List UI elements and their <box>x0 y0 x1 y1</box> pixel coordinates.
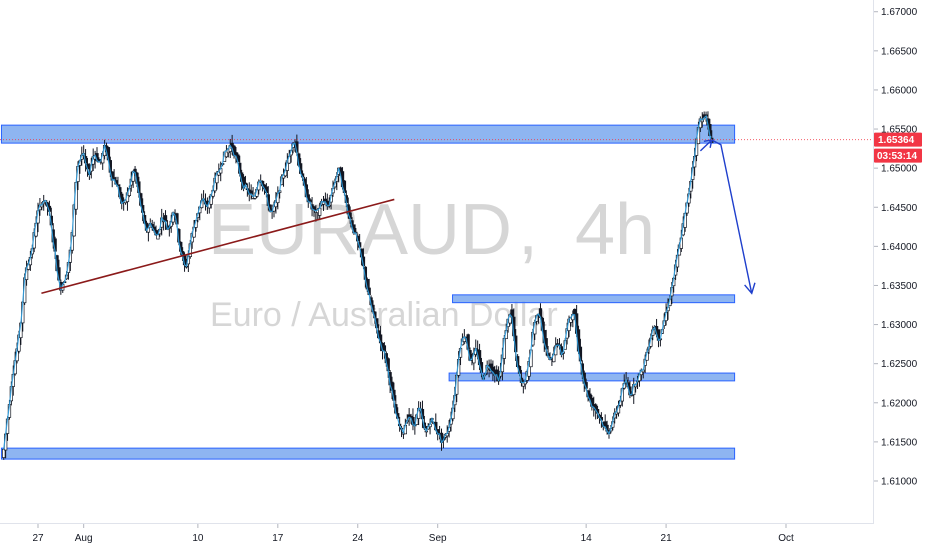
candle <box>2 448 6 460</box>
y-tick-label: 1.62000 <box>881 398 918 409</box>
zones-layer <box>0 124 736 460</box>
countdown-tag <box>874 148 922 163</box>
x-tick-label: 27 <box>32 533 44 544</box>
last-price-tag <box>874 132 922 147</box>
x-tick-label: 24 <box>352 533 364 544</box>
y-tick-label: 1.63000 <box>881 320 918 331</box>
projection-path <box>699 139 753 294</box>
price-axis-background <box>874 0 932 524</box>
y-tick-label: 1.61000 <box>881 476 918 487</box>
countdown-value: 03:53:14 <box>877 151 917 162</box>
x-tick-label: 17 <box>272 533 284 544</box>
time-axis-background <box>0 524 874 550</box>
x-tick-label: Oct <box>778 533 794 544</box>
watermark-comma: , <box>518 190 538 270</box>
y-tick-label: 1.63500 <box>881 281 918 292</box>
x-tick-label: 21 <box>661 533 673 544</box>
price-line <box>3 114 713 450</box>
mid-zone-upper-zone <box>452 294 736 304</box>
price-tags: 1.65364 03:53:14 <box>874 132 922 163</box>
projection-arrowhead <box>744 282 756 295</box>
watermark-symbol: EURAUD <box>208 190 512 270</box>
trendline <box>41 198 395 295</box>
y-tick-label: 1.65000 <box>881 164 918 175</box>
y-tick-label: 1.64000 <box>881 242 918 253</box>
last-price-value: 1.65364 <box>878 135 915 146</box>
y-tick-label: 1.61500 <box>881 437 918 448</box>
top-resistance-zone <box>0 124 736 144</box>
x-tick-label: 14 <box>581 533 593 544</box>
x-tick-label: 10 <box>192 533 204 544</box>
mid-zone-lower-zone <box>448 372 736 382</box>
bottom-support-zone <box>0 447 736 460</box>
y-tick-label: 1.66000 <box>881 85 918 96</box>
price-axis[interactable]: 1.67000 1.66500 1.66000 1.65500 1.65000 1.645… <box>873 0 932 524</box>
x-tick-label: Aug <box>75 533 93 544</box>
watermark-interval: 4h <box>575 190 655 270</box>
y-tick-label: 1.65500 <box>881 125 918 136</box>
price-line-layer <box>3 114 713 450</box>
y-tick-label: 1.67000 <box>881 7 918 18</box>
y-tick-label: 1.64500 <box>881 203 918 214</box>
y-tick-label: 1.66500 <box>881 46 918 57</box>
y-tick-label: 1.62500 <box>881 359 918 370</box>
drawings-layer <box>0 139 874 295</box>
candle-body <box>2 448 6 458</box>
x-tick-label: Sep <box>429 533 447 544</box>
time-axis[interactable]: 27 Aug 10 17 24 Sep 14 21 Oct <box>0 523 874 550</box>
